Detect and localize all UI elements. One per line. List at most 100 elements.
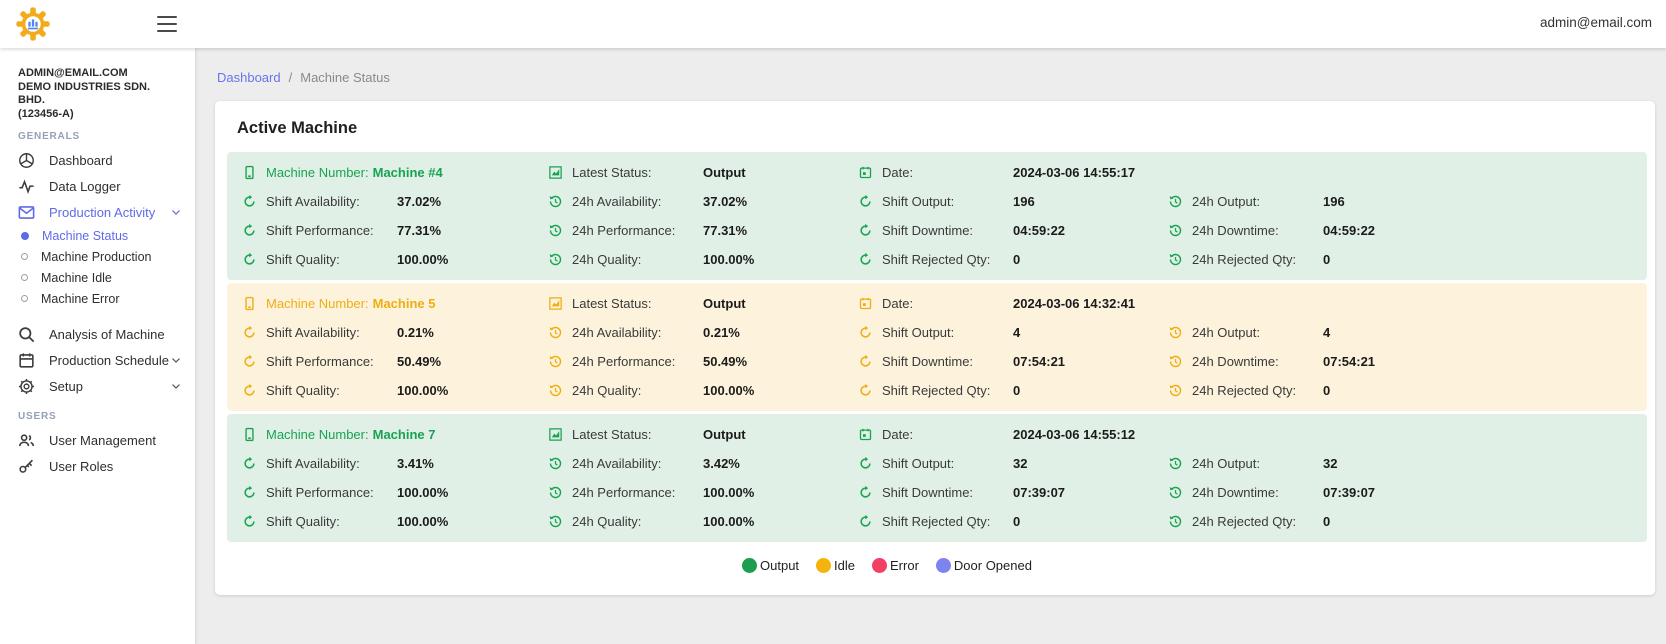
- stat-date: Date:2024-03-06 14:55:12: [858, 427, 1168, 442]
- legend-dot-icon: [936, 558, 951, 573]
- refresh-icon: [858, 194, 873, 209]
- sidebar-item-user-management[interactable]: User Management: [0, 427, 195, 453]
- sidebar-item-data-logger[interactable]: Data Logger: [0, 173, 195, 199]
- machine-number-value: Machine #4: [373, 165, 443, 180]
- stat-label: 24h Availability:: [572, 456, 703, 471]
- history-icon: [548, 456, 563, 471]
- refresh-icon: [858, 325, 873, 340]
- stat-label: 24h Rejected Qty:: [1192, 252, 1323, 267]
- stat-latest_status: Latest Status:Output: [548, 165, 858, 180]
- stat-value: 100.00%: [397, 383, 448, 398]
- history-icon: [1168, 223, 1183, 238]
- app-logo-gear-icon[interactable]: [12, 3, 54, 45]
- key-icon: [17, 457, 36, 476]
- machine-number-label: Machine Number:: [266, 296, 369, 311]
- stat-value: 0: [1013, 252, 1020, 267]
- stat-value: 0: [1323, 252, 1330, 267]
- stat-value: 196: [1323, 194, 1345, 209]
- menu-toggle-icon[interactable]: [157, 16, 177, 32]
- stat-h24_downtime: 24h Downtime:04:59:22: [1168, 223, 1647, 238]
- machine-status-block: Machine Number:Machine 5Latest Status:Ou…: [227, 283, 1647, 411]
- refresh-icon: [242, 194, 257, 209]
- stat-h24_performance: 24h Performance:77.31%: [548, 223, 858, 238]
- stat-shift_output: Shift Output:4: [858, 325, 1168, 340]
- breadcrumb-current: Machine Status: [300, 70, 390, 85]
- topbar-user-email[interactable]: admin@email.com: [1540, 15, 1652, 30]
- stat-h24_downtime: 24h Downtime:07:39:07: [1168, 485, 1647, 500]
- account-email: ADMIN@EMAIL.COM: [18, 67, 179, 81]
- stat-h24_availability: 24h Availability:37.02%: [548, 194, 858, 209]
- sidebar-item-machine-error[interactable]: Machine Error: [0, 288, 195, 309]
- breadcrumb-separator: /: [289, 70, 293, 85]
- refresh-icon: [242, 485, 257, 500]
- stat-date: Date:2024-03-06 14:32:41: [858, 296, 1168, 311]
- refresh-icon: [858, 456, 873, 471]
- sidebar: ADMIN@EMAIL.COM DEMO INDUSTRIES SDN. BHD…: [0, 48, 195, 644]
- sidebar-item-setup[interactable]: Setup: [0, 373, 195, 399]
- stat-value: 77.31%: [703, 223, 747, 238]
- stat-value: 0: [1323, 514, 1330, 529]
- sidebar-subitem-label: Machine Production: [41, 250, 151, 264]
- stat-shift_quality: Shift Quality:100.00%: [242, 514, 548, 529]
- stat-value: 3.42%: [703, 456, 740, 471]
- stat-value: 07:39:07: [1323, 485, 1375, 500]
- stat-value: 4: [1013, 325, 1020, 340]
- refresh-icon: [242, 252, 257, 267]
- bullet-icon: [21, 232, 29, 240]
- stat-value: 4: [1323, 325, 1330, 340]
- breadcrumb: Dashboard / Machine Status: [217, 70, 1666, 85]
- stat-label: Shift Availability:: [266, 456, 397, 471]
- stat-value: 100.00%: [397, 485, 448, 500]
- calendar-icon: [858, 165, 873, 180]
- sidebar-item-analysis-of-machine[interactable]: Analysis of Machine: [0, 321, 195, 347]
- sidebar-item-machine-idle[interactable]: Machine Idle: [0, 267, 195, 288]
- machine-list: Machine Number:Machine #4Latest Status:O…: [227, 152, 1647, 542]
- machine-status-block: Machine Number:Machine #4Latest Status:O…: [227, 152, 1647, 280]
- stat-h24_quality: 24h Quality:100.00%: [548, 514, 858, 529]
- stat-shift_quality: Shift Quality:100.00%: [242, 383, 548, 398]
- account-info: ADMIN@EMAIL.COM DEMO INDUSTRIES SDN. BHD…: [0, 48, 195, 121]
- sidebar-item-dashboard[interactable]: Dashboard: [0, 147, 195, 173]
- stat-value: 37.02%: [397, 194, 441, 209]
- stat-shift_downtime: Shift Downtime:07:54:21: [858, 354, 1168, 369]
- stat-value: 2024-03-06 14:55:17: [1013, 165, 1135, 180]
- stat-h24_rejected: 24h Rejected Qty:0: [1168, 383, 1647, 398]
- machine-number: Machine Number:Machine 7: [242, 427, 548, 442]
- sidebar-item-machine-production[interactable]: Machine Production: [0, 246, 195, 267]
- sidebar-item-machine-status[interactable]: Machine Status: [0, 225, 195, 246]
- stat-latest_status: Latest Status:Output: [548, 296, 858, 311]
- sidebar-item-production-activity[interactable]: Production Activity: [0, 199, 195, 225]
- sidebar-subitem-label: Machine Idle: [41, 271, 112, 285]
- sidebar-item-label: Analysis of Machine: [49, 327, 165, 342]
- history-icon: [548, 223, 563, 238]
- stat-value: 100.00%: [703, 514, 754, 529]
- stat-shift_downtime: Shift Downtime:07:39:07: [858, 485, 1168, 500]
- machine-number: Machine Number:Machine #4: [242, 165, 548, 180]
- refresh-icon: [242, 223, 257, 238]
- status-legend: OutputIdleErrorDoor Opened: [227, 558, 1547, 573]
- stat-label: Shift Rejected Qty:: [882, 514, 1013, 529]
- breadcrumb-link-dashboard[interactable]: Dashboard: [217, 70, 281, 85]
- stat-label: Shift Performance:: [266, 485, 397, 500]
- sidebar-item-label: Data Logger: [49, 179, 121, 194]
- stat-label: 24h Availability:: [572, 194, 703, 209]
- stat-label: Shift Availability:: [266, 325, 397, 340]
- sidebar-item-user-roles[interactable]: User Roles: [0, 453, 195, 479]
- sidebar-item-label: User Roles: [49, 459, 113, 474]
- stat-value: 07:54:21: [1323, 354, 1375, 369]
- stat-value: 100.00%: [397, 514, 448, 529]
- stat-h24_output: 24h Output:196: [1168, 194, 1647, 209]
- stat-label: 24h Availability:: [572, 325, 703, 340]
- stat-label: Shift Quality:: [266, 514, 397, 529]
- bullet-icon: [21, 274, 28, 281]
- history-icon: [1168, 354, 1183, 369]
- legend-label: Output: [760, 558, 799, 573]
- refresh-icon: [242, 325, 257, 340]
- history-icon: [548, 485, 563, 500]
- machine-status-block: Machine Number:Machine 7Latest Status:Ou…: [227, 414, 1647, 542]
- bullet-icon: [21, 295, 28, 302]
- stat-label: Shift Output:: [882, 456, 1013, 471]
- calendar-icon: [17, 351, 36, 370]
- stat-value: 0: [1013, 514, 1020, 529]
- sidebar-item-production-schedule[interactable]: Production Schedule: [0, 347, 195, 373]
